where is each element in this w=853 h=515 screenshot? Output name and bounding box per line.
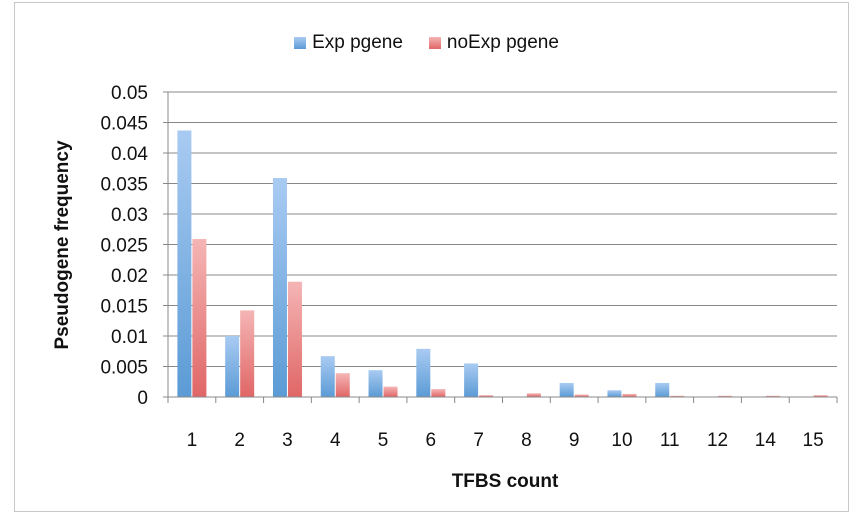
bar-noexp-pgene	[526, 393, 541, 397]
bar-exp-pgene	[559, 382, 574, 397]
x-tick-label: 7	[473, 430, 484, 451]
x-tick-label: 14	[755, 430, 777, 451]
bar-noexp-pgene	[431, 389, 446, 397]
y-tick-label: 0.05	[111, 83, 148, 104]
bar-noexp-pgene	[192, 239, 207, 397]
y-axis-title: Pseudogene frequency	[52, 140, 73, 349]
x-tick-label: 1	[187, 430, 198, 451]
bar-noexp-pgene	[335, 373, 350, 397]
legend-item-noexp: noExp pgene	[428, 32, 559, 54]
bar-exp-pgene	[320, 356, 335, 397]
legend-swatch-noexp	[428, 37, 441, 49]
bar-noexp-pgene	[240, 310, 255, 397]
bar-noexp-pgene	[479, 395, 494, 397]
x-tick-label: 4	[330, 430, 341, 451]
chart-frame	[14, 2, 849, 512]
x-tick-label: 10	[611, 430, 632, 451]
x-tick-label: 8	[521, 430, 532, 451]
y-tick-label: 0.015	[100, 297, 148, 318]
bar-noexp-pgene	[287, 281, 302, 397]
x-tick-label: 2	[234, 430, 245, 451]
y-tick-label: 0.025	[100, 236, 148, 257]
x-tick-label: 5	[378, 430, 389, 451]
legend-swatch-exp	[294, 37, 307, 49]
legend: Exp pgene noExp pgene	[0, 32, 853, 54]
bar-noexp-pgene	[765, 395, 780, 397]
bar-noexp-pgene	[813, 395, 828, 397]
y-tick-label: 0.045	[100, 114, 148, 135]
bar-exp-pgene	[464, 363, 479, 397]
y-tick-label: 0.04	[111, 144, 148, 165]
legend-label-noexp: noExp pgene	[446, 32, 559, 53]
x-tick-label: 3	[282, 430, 293, 451]
legend-item-exp: Exp pgene	[294, 32, 403, 54]
x-tick-label: 12	[707, 430, 728, 451]
bar-exp-pgene	[225, 336, 240, 397]
bar-exp-pgene	[607, 390, 622, 397]
x-tick-label: 6	[426, 430, 437, 451]
y-tick-label: 0.01	[111, 327, 148, 348]
x-tick-label: 11	[660, 430, 680, 451]
bar-exp-pgene	[177, 130, 192, 397]
bar-exp-pgene	[655, 382, 670, 397]
bar-noexp-pgene	[670, 395, 685, 397]
bar-exp-pgene	[272, 178, 287, 397]
bar-noexp-pgene	[574, 394, 589, 397]
y-tick-label: 0.03	[111, 205, 148, 226]
y-tick-label: 0.005	[100, 358, 148, 379]
x-tick-label: 15	[803, 430, 824, 451]
legend-label-exp: Exp pgene	[312, 32, 403, 53]
x-tick-label: 9	[569, 430, 580, 451]
bar-exp-pgene	[416, 348, 431, 397]
bar-noexp-pgene	[622, 393, 637, 397]
bar-noexp-pgene	[718, 395, 733, 397]
x-axis-title: TFBS count	[452, 471, 559, 492]
bar-noexp-pgene	[383, 386, 398, 397]
y-tick-label: 0.02	[111, 266, 148, 287]
y-tick-label: 0.035	[100, 175, 148, 196]
y-tick-label: 0	[137, 388, 148, 409]
bar-exp-pgene	[368, 370, 383, 397]
